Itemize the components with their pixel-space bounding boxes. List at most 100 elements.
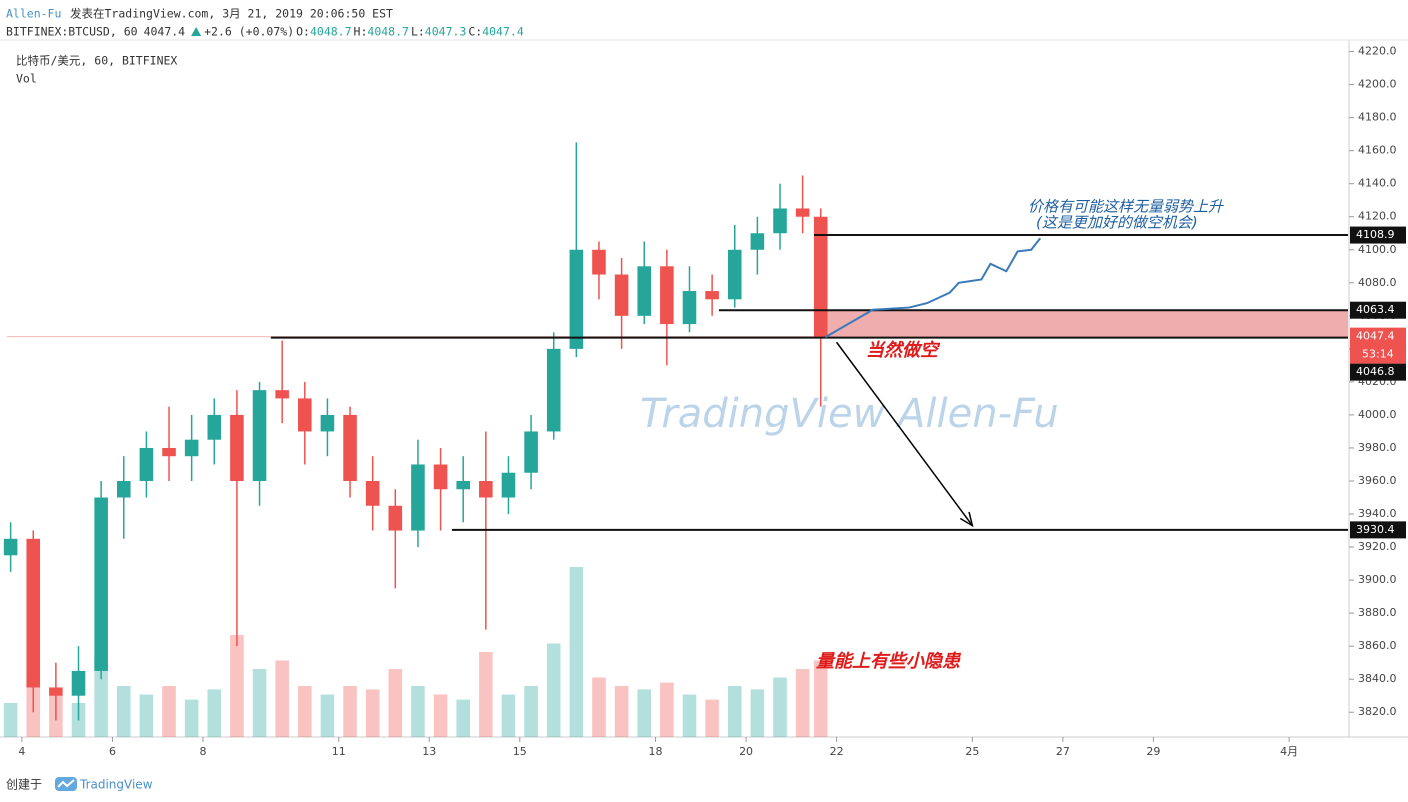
price-tag-label: 4063.4	[1356, 303, 1395, 316]
header-text: L:	[411, 25, 425, 39]
header-text: O:	[296, 25, 310, 39]
x-tick-label: 22	[830, 745, 844, 758]
candle-body	[682, 291, 697, 325]
header-text: 4047.4	[482, 25, 524, 39]
arrow	[835, 341, 973, 527]
volume-bar	[479, 652, 493, 737]
footer-brand: TradingView	[79, 778, 153, 792]
candle-body	[71, 670, 86, 696]
x-tick-label: 11	[332, 745, 346, 758]
volume-bar	[546, 643, 561, 737]
volume-bar	[750, 689, 765, 737]
volume-bar	[275, 660, 289, 737]
y-tick-label: 4100.0	[1358, 243, 1397, 256]
annotation: 量能上有些小隐患	[816, 651, 962, 672]
x-tick-label: 6	[109, 745, 116, 758]
x-tick-label: 20	[739, 745, 753, 758]
y-tick-label: 3920.0	[1358, 540, 1397, 553]
x-tick-label: 18	[649, 745, 663, 758]
candle-body	[479, 480, 493, 498]
candle-body	[501, 472, 516, 498]
author: Allen-Fu	[6, 7, 61, 21]
price-tag	[1350, 327, 1406, 364]
x-tick-label: 8	[199, 745, 206, 758]
y-tick-label: 4140.0	[1358, 177, 1397, 190]
symbol-line: BITFINEX:BTCUSD, 60 4047.4 +2.6 (+0.07%) O:…	[6, 25, 524, 39]
annotation: (这是更加好的做空机会)	[1036, 214, 1198, 232]
volume-bar	[162, 686, 176, 737]
volume-label: Vol	[16, 72, 37, 86]
candle-body	[116, 480, 131, 498]
y-tick-label: 3820.0	[1358, 705, 1397, 718]
header-text: 4048.7	[367, 25, 409, 39]
footer-text: 创建于	[6, 778, 42, 792]
x-tick-label: 27	[1056, 745, 1070, 758]
zone	[813, 310, 1348, 338]
candle-body	[813, 216, 828, 337]
y-tick-label: 4200.0	[1358, 78, 1397, 91]
y-tick-label: 4120.0	[1358, 210, 1397, 223]
candle-body	[614, 274, 629, 316]
y-tick-label: 3880.0	[1358, 606, 1397, 619]
candle-body	[433, 464, 448, 490]
volume-bar	[116, 686, 131, 737]
candle-body	[298, 398, 312, 432]
volume-bar	[660, 682, 674, 737]
candle-body	[750, 233, 765, 250]
x-tick-label: 25	[965, 745, 979, 758]
header-text: BITFINEX:BTCUSD, 60	[6, 25, 138, 39]
candle-body	[162, 447, 176, 457]
price-tag	[1350, 301, 1406, 319]
volume-bar	[682, 694, 697, 737]
volume-bar	[365, 689, 380, 737]
chart-title: 比特币/美元, 60, BITFINEX	[16, 54, 177, 68]
projection-line	[824, 237, 1042, 339]
candle-body	[252, 390, 267, 481]
volume-bar	[727, 686, 742, 737]
up-arrow	[191, 27, 202, 36]
volume-bar	[411, 686, 425, 737]
volume-bar	[569, 567, 584, 737]
volume-bar	[524, 686, 538, 737]
candle-body	[592, 249, 606, 275]
volume-bar	[343, 686, 357, 737]
volume-bar	[207, 689, 222, 737]
header-text: 4047.4	[144, 25, 186, 39]
header-text: H:	[354, 25, 368, 39]
volume-bar	[773, 677, 787, 737]
volume-bar	[456, 699, 470, 737]
footer-logo	[55, 777, 77, 791]
volume-bar	[501, 694, 516, 737]
candle-body	[49, 687, 63, 696]
y-tick-label: 4160.0	[1358, 144, 1397, 157]
annotation: 当然做空	[866, 340, 941, 361]
x-tick-label: 13	[422, 745, 436, 758]
watermark: TradingView Allen-Fu	[640, 391, 1059, 437]
volume-bar	[637, 689, 652, 737]
y-tick-label: 4000.0	[1358, 408, 1397, 421]
candle-body	[456, 480, 470, 490]
candle-body	[365, 480, 380, 506]
candle-body	[727, 249, 742, 300]
candle-body	[411, 464, 425, 531]
header-text: 4048.7	[310, 25, 352, 39]
volume-bar	[252, 669, 267, 737]
candle-body	[569, 249, 584, 349]
candle-body	[207, 414, 222, 440]
candle-body	[795, 208, 810, 217]
y-tick-label: 3860.0	[1358, 639, 1397, 652]
candle-body	[94, 497, 108, 671]
volume-bar	[705, 699, 719, 737]
y-tick-label: 4180.0	[1358, 111, 1397, 124]
volume-bar	[3, 703, 18, 737]
x-tick-label: 15	[513, 745, 527, 758]
volume-bar	[94, 660, 108, 737]
volume-bar	[614, 686, 629, 737]
arrow-head	[959, 511, 974, 528]
price-tag-label: 3930.4	[1356, 523, 1395, 536]
candle-body	[275, 390, 289, 399]
header-text: C:	[468, 25, 482, 39]
y-tick-label: 3940.0	[1358, 507, 1397, 520]
volume-bar	[298, 686, 312, 737]
